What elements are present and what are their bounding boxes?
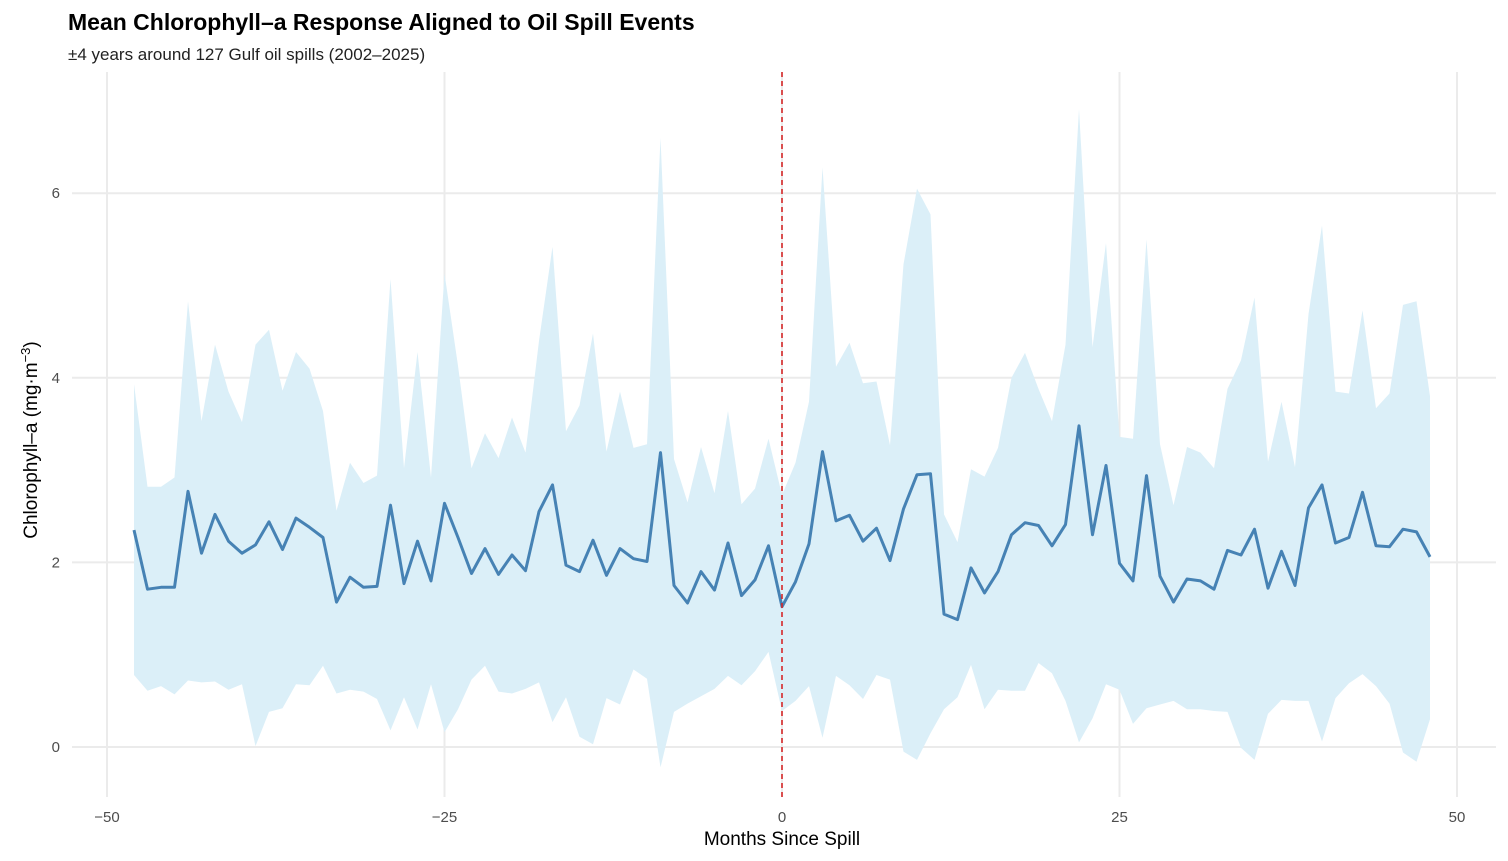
confidence-band [134, 109, 1430, 768]
chart-subtitle: ±4 years around 127 Gulf oil spills (200… [68, 45, 426, 64]
band-layer [134, 109, 1430, 768]
x-tick-label: 50 [1449, 809, 1466, 826]
x-tick-label: 0 [778, 809, 786, 826]
x-tick-label: −25 [432, 809, 457, 826]
y-axis-title-main: Chlorophyll–a (mg·m [21, 362, 42, 538]
x-tick-label: −50 [94, 809, 119, 826]
y-axis-title-superscript: −3 [18, 348, 33, 363]
x-tick-label: 25 [1111, 809, 1128, 826]
y-tick-label: 4 [52, 370, 60, 387]
y-tick-label: 0 [52, 739, 60, 756]
y-tick-label: 2 [52, 554, 60, 571]
y-axis-title: Chlorophyll–a (mg·m−3) [18, 341, 42, 539]
x-axis-title: Months Since Spill [704, 829, 860, 850]
tick-labels: −50 −25 0 25 50 0 2 4 6 [52, 185, 1466, 826]
y-axis-title-close: ) [21, 341, 42, 347]
y-tick-label: 6 [52, 185, 60, 202]
chart-title: Mean Chlorophyll–a Response Aligned to O… [68, 9, 695, 35]
